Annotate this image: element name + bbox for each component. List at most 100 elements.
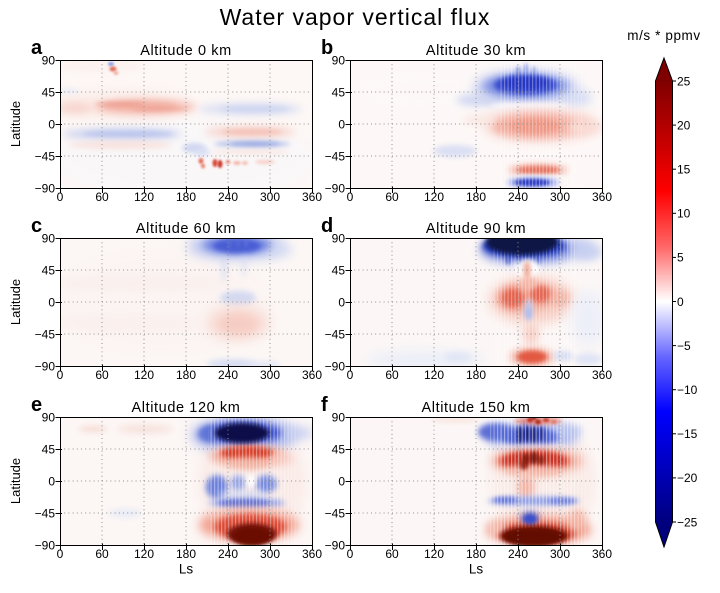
svg-text:−90: −90 [325,182,346,196]
svg-text:90: 90 [42,232,56,246]
svg-text:Latitude: Latitude [8,458,23,504]
svg-text:90: 90 [42,411,56,425]
svg-text:10: 10 [677,207,691,221]
svg-text:d: d [321,215,333,237]
svg-text:−15: −15 [677,427,698,441]
svg-text:300: 300 [550,547,570,561]
svg-text:180: 180 [176,368,196,382]
svg-text:−90: −90 [35,182,56,196]
svg-text:Altitude 60 km: Altitude 60 km [136,221,236,237]
svg-text:Altitude 0 km: Altitude 0 km [140,43,232,59]
svg-text:300: 300 [260,368,280,382]
svg-text:45: 45 [42,86,56,100]
svg-text:Latitude: Latitude [8,101,23,147]
svg-text:Altitude 30 km: Altitude 30 km [426,43,526,59]
svg-text:0: 0 [48,475,55,489]
svg-text:a: a [31,37,43,59]
svg-text:60: 60 [95,368,109,382]
svg-text:5: 5 [677,251,684,265]
svg-text:Altitude 120 km: Altitude 120 km [132,400,241,416]
svg-text:20: 20 [677,118,691,132]
svg-text:90: 90 [332,54,346,68]
svg-text:360: 360 [302,368,322,382]
svg-text:0: 0 [338,118,345,132]
svg-text:240: 240 [508,368,528,382]
svg-text:180: 180 [466,190,486,204]
svg-text:300: 300 [260,547,280,561]
svg-text:Ls: Ls [469,562,484,577]
svg-text:300: 300 [550,368,570,382]
svg-text:45: 45 [332,86,346,100]
svg-text:Altitude 150 km: Altitude 150 km [422,400,531,416]
svg-text:120: 120 [134,190,154,204]
svg-text:Latitude: Latitude [8,279,23,325]
svg-text:90: 90 [332,411,346,425]
svg-text:0: 0 [48,296,55,310]
svg-text:25: 25 [677,74,691,88]
svg-text:m/s * ppmv: m/s * ppmv [627,28,701,43]
svg-text:−10: −10 [677,383,698,397]
svg-text:180: 180 [466,547,486,561]
svg-text:0: 0 [57,547,64,561]
svg-text:90: 90 [332,232,346,246]
svg-text:−45: −45 [35,328,56,342]
svg-text:b: b [321,37,333,59]
svg-text:−90: −90 [325,360,346,374]
svg-text:Altitude 90 km: Altitude 90 km [426,221,526,237]
svg-text:240: 240 [508,547,528,561]
svg-text:−20: −20 [677,471,698,485]
svg-text:0: 0 [338,296,345,310]
svg-text:180: 180 [176,547,196,561]
svg-text:−45: −45 [325,507,346,521]
svg-text:0: 0 [338,475,345,489]
svg-text:45: 45 [332,264,346,278]
svg-text:45: 45 [332,443,346,457]
svg-text:240: 240 [508,190,528,204]
svg-text:−5: −5 [677,339,691,353]
svg-text:360: 360 [302,190,322,204]
svg-text:0: 0 [677,295,684,309]
svg-text:360: 360 [592,547,612,561]
svg-text:360: 360 [592,368,612,382]
svg-text:60: 60 [95,547,109,561]
svg-text:240: 240 [218,547,238,561]
svg-text:180: 180 [176,190,196,204]
svg-text:−45: −45 [35,507,56,521]
svg-text:360: 360 [302,547,322,561]
svg-text:360: 360 [592,190,612,204]
svg-text:300: 300 [260,190,280,204]
svg-text:180: 180 [466,368,486,382]
svg-text:0: 0 [48,118,55,132]
svg-text:0: 0 [57,190,64,204]
svg-text:c: c [31,215,42,237]
svg-text:−45: −45 [325,150,346,164]
svg-text:Ls: Ls [179,562,194,577]
svg-text:Water vapor vertical flux: Water vapor vertical flux [220,4,491,30]
svg-text:300: 300 [550,190,570,204]
svg-text:45: 45 [42,264,56,278]
svg-text:0: 0 [347,190,354,204]
svg-text:f: f [321,394,328,416]
svg-text:−25: −25 [677,515,698,529]
svg-text:60: 60 [95,190,109,204]
svg-text:15: 15 [677,163,691,177]
svg-text:120: 120 [424,547,444,561]
svg-text:60: 60 [385,547,399,561]
svg-text:0: 0 [57,368,64,382]
svg-text:240: 240 [218,368,238,382]
svg-text:−90: −90 [325,539,346,553]
svg-text:e: e [31,394,42,416]
svg-text:120: 120 [424,368,444,382]
svg-text:90: 90 [42,54,56,68]
svg-text:120: 120 [134,547,154,561]
svg-text:60: 60 [385,190,399,204]
svg-text:0: 0 [347,368,354,382]
svg-text:240: 240 [218,190,238,204]
svg-text:120: 120 [134,368,154,382]
svg-text:0: 0 [347,547,354,561]
svg-text:−45: −45 [35,150,56,164]
svg-text:45: 45 [42,443,56,457]
svg-text:120: 120 [424,190,444,204]
svg-text:−90: −90 [35,539,56,553]
svg-text:−45: −45 [325,328,346,342]
